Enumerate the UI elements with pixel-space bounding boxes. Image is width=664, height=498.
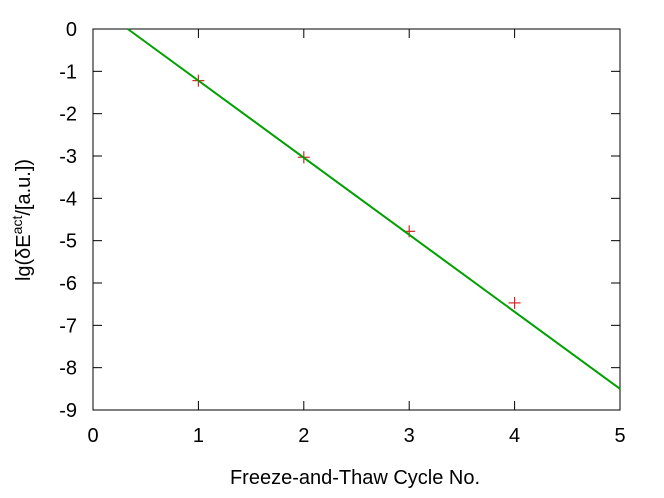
x-tick-label: 2 [298, 425, 309, 447]
y-tick-label: -5 [59, 231, 77, 253]
tick-labels: 0 1 2 3 4 5 0 -1 -2 -3 -4 -5 -6 -7 -8 -9 [59, 19, 625, 447]
y-tick-label: -6 [59, 273, 77, 295]
x-tick-label: 4 [509, 425, 520, 447]
y-tick-label: -1 [59, 61, 77, 83]
x-axis-label: Freeze-and-Thaw Cycle No. [230, 467, 480, 489]
y-tick-label: 0 [66, 19, 77, 41]
fit-line [127, 28, 621, 390]
y-axis-label-suffix: /[a.u.]) [13, 159, 35, 216]
y-tick-label: -9 [59, 400, 77, 422]
x-tick-label: 0 [87, 425, 98, 447]
plot-area [127, 28, 621, 390]
y-tick-label: -8 [59, 358, 77, 380]
y-axis-label-superscript: act [9, 216, 25, 235]
y-tick-label: -2 [59, 104, 77, 126]
ticks [92, 28, 621, 411]
x-tick-label: 3 [404, 425, 415, 447]
y-tick-label: -4 [59, 188, 77, 210]
x-tick-label: 1 [193, 425, 204, 447]
y-axis-label: lg(δEact/[a.u.]) [9, 159, 35, 281]
y-tick-label: -7 [59, 315, 77, 337]
x-tick-label: 5 [614, 425, 625, 447]
y-tick-label: -3 [59, 146, 77, 168]
y-axis-label-prefix: lg(δE [13, 234, 35, 281]
plot-frame [92, 28, 621, 411]
data-point [508, 296, 521, 309]
axes [92, 28, 621, 411]
